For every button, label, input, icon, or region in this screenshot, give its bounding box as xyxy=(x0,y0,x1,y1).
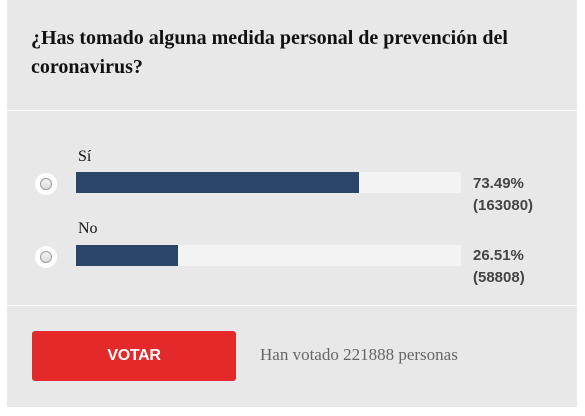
option-label: Sí xyxy=(78,148,92,165)
result-percent: 73.49% xyxy=(473,175,524,192)
poll-option-si[interactable]: Sí 73.49% (163080) xyxy=(7,148,577,218)
radio-button-si[interactable] xyxy=(35,173,57,195)
divider xyxy=(7,110,577,111)
option-label: No xyxy=(78,220,98,237)
poll-widget: ¿Has tomado alguna medida personal de pr… xyxy=(7,0,577,407)
radio-button-no[interactable] xyxy=(35,246,57,268)
divider xyxy=(7,305,577,306)
result-bar-track xyxy=(76,245,461,266)
vote-button[interactable]: VOTAR xyxy=(32,331,236,381)
total-votes-text: Han votado 221888 personas xyxy=(260,345,458,364)
result-count: (58808) xyxy=(473,269,525,286)
result-bar-fill xyxy=(76,245,179,266)
result-count: (163080) xyxy=(473,197,534,214)
result-bar-track xyxy=(76,172,461,193)
result-bar-fill xyxy=(76,172,359,193)
result-percent: 26.51% xyxy=(473,247,524,264)
poll-option-no[interactable]: No 26.51% (58808) xyxy=(7,220,577,290)
poll-question: ¿Has tomado alguna medida personal de pr… xyxy=(31,27,508,78)
